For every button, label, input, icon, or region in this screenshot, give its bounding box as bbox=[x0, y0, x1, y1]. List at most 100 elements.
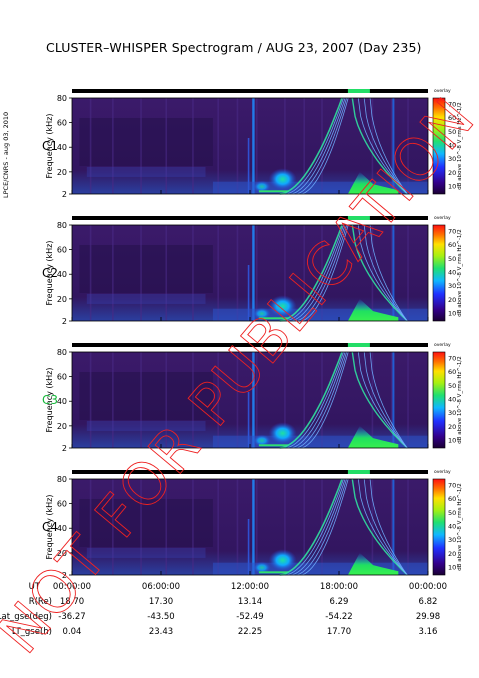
emission-area bbox=[347, 171, 399, 194]
emission-blob bbox=[252, 180, 271, 193]
ephemeris-value: -43.50 bbox=[147, 612, 174, 622]
y-tick-label: 80 bbox=[57, 221, 67, 230]
time-streak bbox=[255, 98, 258, 194]
dispersion-trace bbox=[289, 224, 346, 322]
colorbar bbox=[432, 97, 446, 195]
colorbar-tick-label: 70 bbox=[448, 101, 456, 109]
emission-line bbox=[258, 571, 289, 574]
dispersion-trace bbox=[351, 97, 408, 195]
time-streak bbox=[165, 98, 168, 194]
dispersion-trace bbox=[363, 224, 408, 322]
y-tick-label: 2 bbox=[62, 190, 67, 199]
ephemeris-value: 17.70 bbox=[327, 627, 351, 637]
ephemeris-label: LT_gse(h) bbox=[12, 627, 52, 637]
colorbar-label: dB above 10^-8 V_rms Hz^-1/2 bbox=[457, 102, 463, 190]
time-streak bbox=[284, 225, 286, 321]
dispersion-trace bbox=[369, 478, 408, 576]
dispersion-trace bbox=[289, 351, 346, 449]
y-tick-label: 20 bbox=[57, 168, 67, 177]
time-streak bbox=[165, 225, 168, 321]
colorbar-tick-label: 30 bbox=[448, 282, 456, 290]
time-streak bbox=[112, 225, 114, 321]
burst-line bbox=[252, 479, 255, 575]
time-streak bbox=[407, 479, 409, 575]
time-streak bbox=[89, 352, 92, 448]
panel-c4: 2 20 40 60 80 Frequency (kHz)C4 overlay 10 20 30 4… bbox=[42, 469, 463, 580]
emission-blob bbox=[268, 422, 297, 445]
spacecraft-label: C2 bbox=[42, 266, 58, 280]
y-tick-label: 80 bbox=[57, 475, 67, 484]
burst-line bbox=[247, 265, 250, 321]
status-marks bbox=[347, 343, 370, 347]
ephemeris-label: Lat_gse(deg) bbox=[0, 612, 52, 622]
emission-area bbox=[347, 298, 399, 321]
status-bar bbox=[72, 216, 428, 220]
dispersion-trace bbox=[369, 224, 408, 322]
time-streak bbox=[284, 352, 286, 448]
time-streak bbox=[255, 479, 258, 575]
colorbar-tick-label: 20 bbox=[448, 296, 456, 304]
time-streak bbox=[112, 479, 114, 575]
time-streak bbox=[217, 225, 219, 321]
time-streak bbox=[89, 479, 92, 575]
time-streak bbox=[140, 98, 142, 194]
ephemeris-value: 13.14 bbox=[238, 597, 262, 607]
y-tick-label: 2 bbox=[62, 571, 67, 580]
colorbar-tick-label: 70 bbox=[448, 355, 456, 363]
mid-band bbox=[86, 293, 206, 304]
time-streak bbox=[303, 225, 305, 321]
dispersion-trace bbox=[351, 224, 408, 322]
colorbar-tick-label: 70 bbox=[448, 228, 456, 236]
y-axis-label: Frequency (kHz) bbox=[45, 241, 54, 306]
colorbar-tick-label: 50 bbox=[448, 255, 456, 263]
time-streak bbox=[407, 225, 409, 321]
y-tick-label: 40 bbox=[57, 143, 67, 152]
colorbar-tick-label: 40 bbox=[448, 396, 456, 404]
time-streak bbox=[140, 352, 142, 448]
emission-line bbox=[258, 317, 289, 320]
dispersion-trace bbox=[300, 478, 349, 576]
mid-band bbox=[86, 420, 206, 431]
mid-band bbox=[86, 547, 206, 558]
time-streak bbox=[236, 225, 239, 321]
dispersion-trace bbox=[351, 351, 408, 449]
burst-line bbox=[252, 352, 255, 448]
y-tick-label: 20 bbox=[57, 549, 67, 558]
y-tick-label: 40 bbox=[57, 270, 67, 279]
dispersion-trace bbox=[284, 97, 344, 195]
time-streak bbox=[165, 352, 168, 448]
burst-line bbox=[247, 138, 250, 194]
y-tick-label: 60 bbox=[57, 119, 67, 128]
time-streak bbox=[112, 352, 114, 448]
dispersion-trace bbox=[289, 478, 346, 576]
time-streak bbox=[407, 352, 409, 448]
ephemeris-value: 18:00:00 bbox=[320, 582, 358, 592]
dispersion-trace bbox=[300, 224, 349, 322]
dispersion-trace bbox=[295, 478, 347, 576]
y-axis-label: Frequency (kHz) bbox=[45, 368, 54, 433]
chart-title: CLUSTER–WHISPER Spectrogram / AUG 23, 20… bbox=[46, 40, 422, 55]
status-marks bbox=[347, 470, 370, 474]
dispersion-trace bbox=[295, 351, 347, 449]
spacecraft-label: C1 bbox=[42, 139, 58, 153]
time-streak bbox=[217, 352, 219, 448]
y-tick-label: 20 bbox=[57, 422, 67, 431]
panel-c3: 2 20 40 60 80 Frequency (kHz)C3 overlay 10 20 30 4… bbox=[42, 342, 463, 453]
colorbar bbox=[432, 478, 446, 576]
y-tick-label: 60 bbox=[57, 500, 67, 509]
status-bar bbox=[72, 343, 428, 347]
colorbar-tick-label: 60 bbox=[448, 368, 456, 376]
y-tick-label: 80 bbox=[57, 348, 67, 357]
y-tick-label: 20 bbox=[57, 295, 67, 304]
y-axis-label: Frequency (kHz) bbox=[45, 114, 54, 179]
panel-c2: 2 20 40 60 80 Frequency (kHz)C2 overlay 10 20 30 4… bbox=[42, 215, 463, 326]
time-streak bbox=[284, 98, 286, 194]
time-streak bbox=[89, 225, 92, 321]
time-streak bbox=[112, 98, 114, 194]
dispersion-trace bbox=[295, 224, 347, 322]
emission-blob bbox=[268, 168, 297, 191]
dispersion-trace bbox=[363, 97, 408, 195]
ephemeris-value: 17.30 bbox=[149, 597, 173, 607]
